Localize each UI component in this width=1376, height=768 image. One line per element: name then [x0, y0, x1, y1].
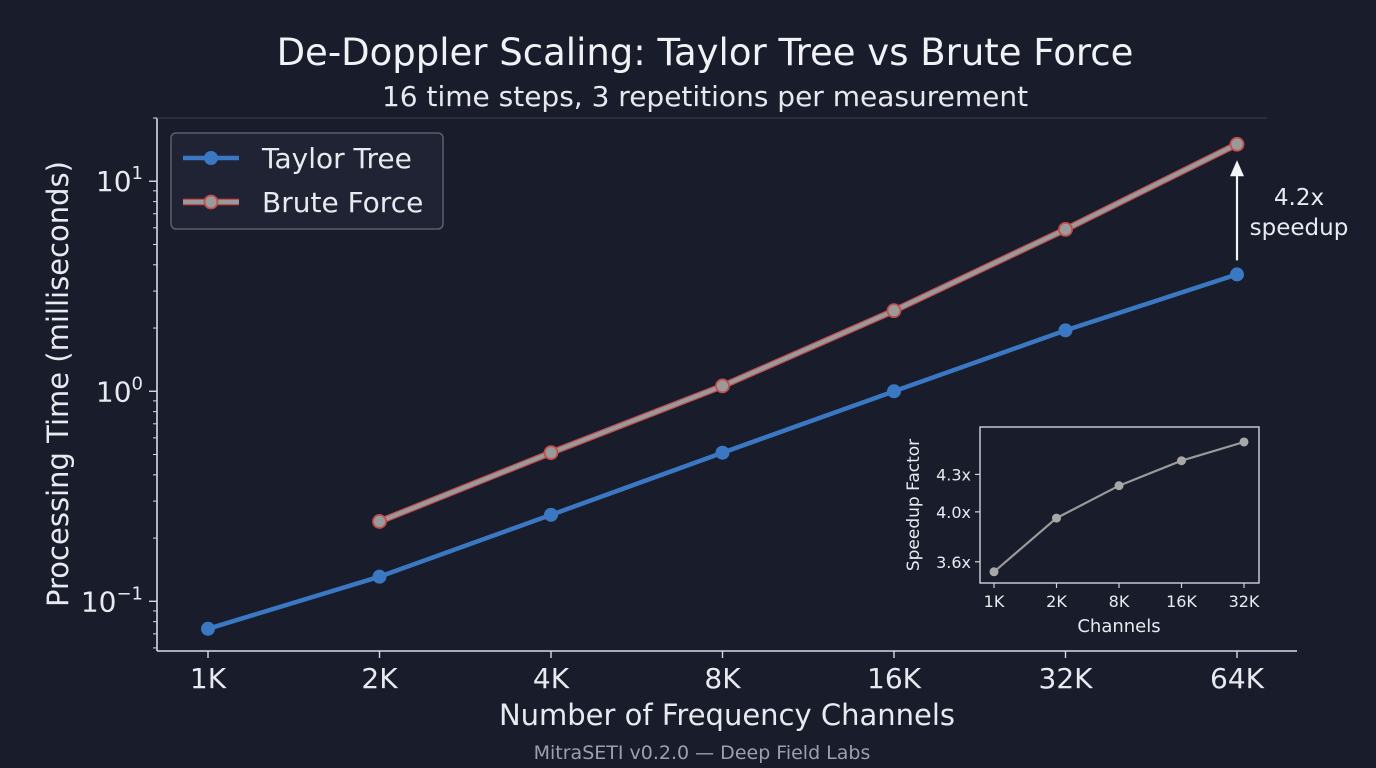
point-brute-force-32K	[1058, 221, 1073, 237]
inset-point-32K	[1239, 437, 1249, 447]
x-tick-label: 64K	[1210, 662, 1265, 695]
x-tick-label: 2K	[361, 662, 398, 695]
point-taylor-tree-16K	[887, 384, 901, 399]
point-taylor-tree-4K	[544, 507, 558, 522]
x-tick-label: 8K	[704, 662, 741, 695]
y-tick-label: 10−1	[81, 583, 143, 618]
x-axis-label: Number of Frequency Channels	[499, 698, 955, 732]
inset-x-tick-label: 32K	[1229, 592, 1260, 611]
inset-x-axis-label: Channels	[1077, 616, 1160, 637]
y-axis-label: Processing Time (milliseconds)	[41, 161, 75, 607]
x-tick-label: 16K	[867, 662, 922, 695]
inset-y-tick-label: 4.0x	[936, 503, 971, 522]
inset-y-axis-label: Speedup Factor	[904, 439, 924, 571]
main-plot: 10−1 100 101 1K 2K 4K 8K 16K 32K 64K Number of Fre…	[41, 117, 1349, 732]
point-brute-force-4K	[543, 445, 559, 461]
x-tick-label: 1K	[190, 662, 227, 695]
speedup-arrow-head	[1230, 160, 1244, 177]
legend-marker-taylor-tree	[204, 151, 218, 165]
y-tick-label: 100	[96, 373, 143, 408]
point-taylor-tree-64K	[1230, 267, 1244, 282]
chart-subtitle: 16 time steps, 3 repetitions per measure…	[382, 80, 1028, 113]
x-tick-label: 4K	[533, 662, 570, 695]
speedup-annotation-label: speedup	[1250, 215, 1349, 241]
point-brute-force-2K	[372, 514, 387, 529]
point-brute-force-16K	[886, 303, 902, 319]
legend-label-taylor-tree: Taylor Tree	[261, 142, 412, 175]
inset-x-tick-label: 16K	[1166, 592, 1197, 611]
x-tick-label: 32K	[1039, 662, 1094, 695]
point-brute-force-8K	[715, 378, 730, 394]
chart-title: De-Doppler Scaling: Taylor Tree vs Brute…	[277, 31, 1134, 74]
legend: Taylor Tree Brute Force	[170, 132, 444, 230]
inset-point-1K	[989, 567, 999, 577]
point-taylor-tree-1K	[201, 621, 215, 636]
inset-x-tick-label: 1K	[984, 592, 1005, 611]
legend-label-brute-force: Brute Force	[262, 186, 423, 219]
y-tick-label: 101	[96, 163, 143, 198]
inset-y-tick-label: 3.6x	[936, 553, 971, 572]
legend-marker-brute-force	[203, 194, 219, 210]
footer-credit: MitraSETI v0.2.0 — Deep Field Labs	[534, 742, 871, 764]
inset-point-2K	[1052, 513, 1061, 523]
point-taylor-tree-2K	[372, 569, 387, 584]
series-line-brute-force	[378, 142, 1238, 524]
point-taylor-tree-8K	[715, 445, 730, 460]
inset-chart: 3.6x 4.0x 4.3x 1K 2K 8K 16K 32K Channels Speedup …	[904, 426, 1260, 637]
inset-point-8K	[1114, 481, 1124, 491]
inset-x-tick-label: 8K	[1109, 592, 1130, 611]
point-taylor-tree-32K	[1058, 323, 1073, 338]
inset-point-16K	[1177, 456, 1186, 466]
speedup-annotation-value: 4.2x	[1274, 185, 1324, 211]
inset-y-tick-label: 4.3x	[936, 465, 971, 484]
inset-x-tick-label: 2K	[1046, 592, 1067, 611]
point-brute-force-64K	[1229, 136, 1245, 152]
